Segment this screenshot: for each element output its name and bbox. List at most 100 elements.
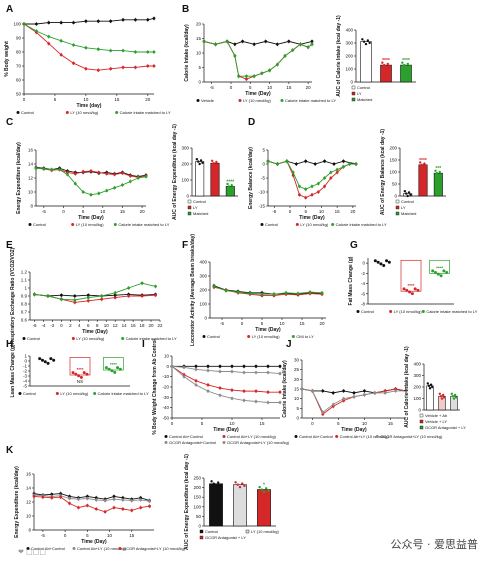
data-point — [316, 182, 320, 186]
y-tick-label: 0.7 — [21, 310, 28, 315]
y-tick-label: 0.8 — [21, 302, 28, 307]
data-point — [47, 21, 51, 24]
data-point — [404, 389, 408, 393]
x-axis-label: Time (Day) — [78, 215, 104, 221]
data-point — [254, 364, 258, 368]
legend-entry: Calorie intake matched to LY — [126, 336, 177, 341]
data-point — [225, 40, 229, 43]
data-point — [304, 196, 308, 200]
data-point — [424, 164, 428, 168]
data-point — [100, 297, 104, 301]
y-tick-label: -4 — [361, 281, 365, 286]
legend-entry: LY (10 nmol/kg) — [251, 529, 280, 534]
data-point — [50, 168, 54, 172]
x-tick-label: 0 — [62, 209, 65, 214]
y-tick-label: -30 — [162, 395, 169, 400]
y-tick-label: 5 — [296, 406, 299, 411]
legend-marker — [291, 335, 295, 338]
data-point — [217, 481, 220, 484]
data-point — [32, 495, 36, 498]
data-point — [212, 162, 215, 165]
panel-label-i: I — [142, 339, 145, 350]
annotation: NS — [77, 379, 83, 384]
x-tick-label: 10 — [362, 421, 368, 426]
legend-marker — [199, 535, 204, 540]
legend-marker — [375, 435, 379, 438]
data-point — [342, 397, 345, 401]
data-point — [33, 293, 36, 296]
data-point — [433, 271, 437, 275]
data-point — [264, 40, 268, 43]
data-point — [441, 393, 445, 397]
legend-marker — [26, 547, 30, 550]
y-tick-label: 10 — [164, 354, 170, 359]
data-point — [105, 172, 109, 176]
series-line — [203, 40, 313, 77]
data-point — [394, 389, 397, 393]
data-point — [254, 371, 258, 374]
x-tick-label: 5 — [82, 209, 85, 214]
y-axis-label: % Body weight — [4, 41, 10, 77]
data-point — [382, 63, 386, 67]
x-tick-label: 8 — [96, 323, 99, 328]
legend-marker — [118, 547, 122, 550]
data-point — [139, 506, 143, 509]
data-point — [241, 482, 244, 485]
series-line — [171, 365, 280, 393]
legend-marker — [419, 419, 424, 424]
x-tick-label: -5 — [210, 85, 214, 90]
y-tick-label: 150 — [389, 158, 397, 163]
legend-marker — [164, 441, 168, 444]
data-point — [236, 483, 239, 486]
y-tick-label: 15 — [294, 387, 300, 392]
legend-entry: Control Ab+Control — [169, 434, 203, 439]
data-point — [306, 45, 310, 49]
data-point — [237, 74, 241, 78]
data-point — [310, 193, 314, 197]
legend-marker — [395, 211, 400, 216]
data-point — [130, 499, 134, 502]
data-point — [59, 39, 63, 43]
legend-entry: Control — [21, 110, 34, 115]
data-point — [431, 269, 435, 273]
data-point — [146, 64, 150, 68]
data-point — [206, 389, 210, 393]
data-point — [46, 361, 50, 365]
data-point — [229, 187, 232, 190]
data-point — [243, 484, 246, 488]
legend-marker — [202, 335, 206, 338]
y-axis-label: Calorie Intake (kcal/day) — [282, 360, 288, 418]
legend-entry: Calorie intake matched to LY — [118, 222, 169, 227]
data-point — [238, 485, 242, 489]
data-point — [266, 159, 270, 163]
bar — [209, 483, 223, 527]
data-point — [34, 29, 38, 33]
y-tick-label: 100 — [181, 178, 189, 183]
legend-marker — [247, 335, 251, 338]
y-axis-label: AUC of Calorie Intake (kcal day -1) — [404, 346, 410, 428]
y-tick-label: -1 — [23, 364, 27, 369]
y-tick-label: 0 — [350, 80, 353, 85]
x-tick-label: -5 — [220, 321, 224, 326]
data-point — [84, 67, 88, 71]
legend-entry: Vehicle — [201, 98, 215, 103]
data-point — [381, 61, 384, 64]
x-tick-label: 22 — [157, 323, 163, 328]
data-point — [298, 193, 301, 197]
data-point — [210, 480, 213, 483]
legend-marker — [395, 199, 400, 204]
data-point — [436, 272, 440, 276]
x-tick-label: 4 — [78, 323, 81, 328]
data-point — [402, 63, 406, 67]
y-tick-label: -50 — [162, 416, 169, 421]
y-tick-label: 400 — [413, 362, 421, 367]
series-line — [213, 286, 323, 295]
x-axis-label: Time (Day) — [213, 427, 239, 433]
legend-entry: Control — [33, 222, 46, 227]
y-tick-label: 0 — [418, 408, 421, 413]
data-point — [206, 383, 210, 387]
legend-marker — [419, 425, 424, 430]
data-point — [335, 168, 339, 172]
data-point — [267, 489, 270, 492]
x-tick-label: 0 — [60, 323, 63, 328]
